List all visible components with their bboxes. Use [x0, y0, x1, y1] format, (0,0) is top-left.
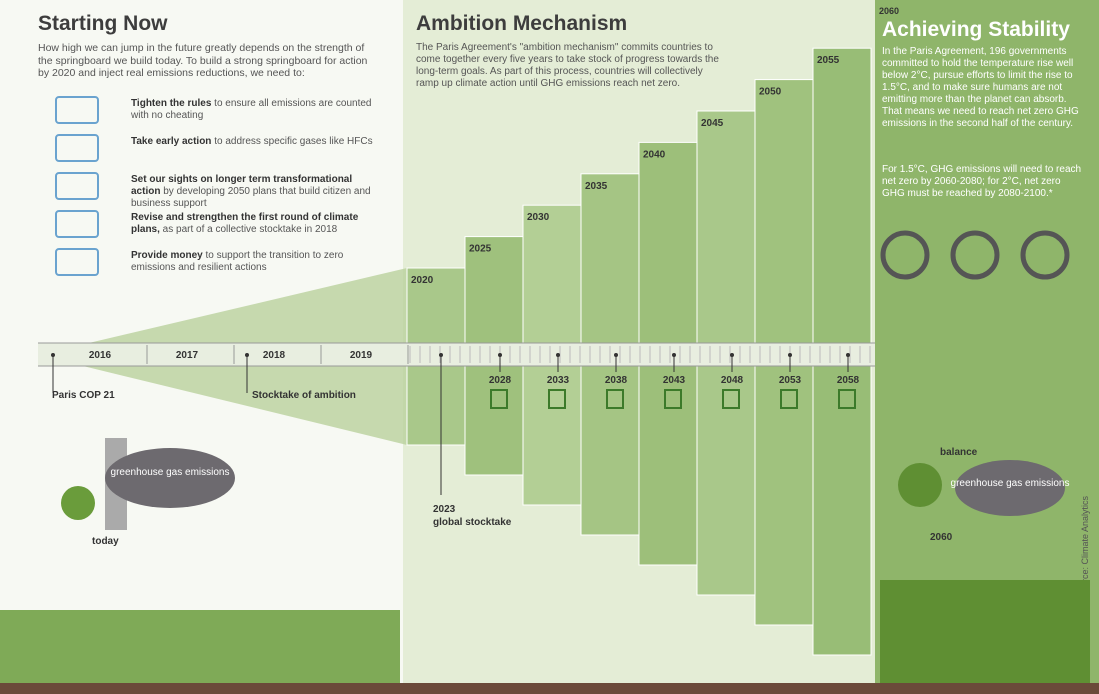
action-icon [55, 134, 99, 162]
action-item: Set our sights on longer term transforma… [131, 174, 376, 210]
action-item: Provide money to support the transition … [131, 250, 376, 274]
stocktake-year: 2053 [779, 375, 802, 386]
step-year: 2040 [643, 149, 666, 160]
top-year: 2060 [879, 6, 899, 16]
action-text: by developing 2050 plans that build citi… [131, 186, 371, 209]
source: *source: Climate Analytics [1080, 495, 1090, 600]
action-icon [55, 248, 99, 276]
year-label: 2016 [89, 350, 112, 361]
stocktake-year: 2048 [721, 375, 744, 386]
stocktake-year: 2038 [605, 375, 628, 386]
city-left [0, 610, 400, 683]
year-label: 2017 [176, 350, 199, 361]
intro: How high we can jump in the future great… [38, 42, 368, 79]
action-icon [55, 96, 99, 124]
timeline-band [38, 343, 875, 366]
cloud-label: greenhouse gas emissions [951, 478, 1070, 489]
action-text: to support the transition to zero emissi… [131, 250, 344, 273]
cloud [105, 448, 235, 508]
year-label: 2019 [350, 350, 373, 361]
stability-text: In the Paris Agreement, 196 governments … [882, 46, 1079, 129]
title: Achieving Stability [882, 18, 1070, 41]
action-icon [55, 172, 99, 200]
action-bold: Set our sights on longer term transforma… [131, 174, 353, 197]
icon [880, 230, 930, 280]
icon [1020, 230, 1070, 280]
action-item: Tighten the rules to ensure all emission… [131, 98, 376, 122]
stocktake-icon [490, 389, 508, 409]
step-year: 2050 [759, 87, 782, 98]
ground [0, 683, 1099, 694]
balance-label: balance [940, 447, 978, 458]
today-label: today [92, 536, 119, 547]
step-year: 2035 [585, 181, 608, 192]
action-item: Take early action to address specific ga… [131, 136, 376, 148]
right-panel [875, 0, 1099, 694]
title: Starting Now [38, 12, 168, 35]
year-label: 2018 [263, 350, 286, 361]
stocktake-icon [722, 389, 740, 409]
paris-label: Paris COP 21 [52, 390, 115, 401]
cloud [955, 460, 1065, 516]
icon [950, 230, 1000, 280]
action-text: as part of a collective stocktake in 201… [159, 224, 338, 235]
action-bold: Revise and strengthen the first round of… [131, 212, 359, 235]
stocktake-year: 2043 [663, 375, 686, 386]
ambition-text: The Paris Agreement's "ambition mechanis… [416, 42, 719, 89]
global-label: global stocktake [433, 517, 512, 528]
cloud-year: 2060 [930, 532, 953, 543]
title: Ambition Mechanism [416, 12, 628, 35]
step-year: 2030 [527, 212, 550, 223]
action-item: Revise and strengthen the first round of… [131, 212, 376, 236]
action-icon [55, 210, 99, 238]
action-bold: Take early action [131, 136, 212, 147]
stocktake-icon [606, 389, 624, 409]
step-year: 2025 [469, 244, 492, 255]
stocktake-year: 2028 [489, 375, 512, 386]
action-bold: Tighten the rules [131, 98, 212, 109]
action-bold: Provide money [131, 250, 203, 261]
step-year: 2045 [701, 118, 724, 129]
stocktake-year: 2033 [547, 375, 570, 386]
step-year: 2055 [817, 55, 840, 66]
stocktake-icon [664, 389, 682, 409]
step-year: 2020 [411, 275, 434, 286]
city-right [880, 580, 1090, 683]
stocktake-icon [838, 389, 856, 409]
stocktake-icon [548, 389, 566, 409]
cloud-label: greenhouse gas emissions [111, 467, 230, 478]
stocktake-icon [780, 389, 798, 409]
tree [898, 463, 942, 507]
global-year: 2023 [433, 504, 456, 515]
action-text: to ensure all emissions are counted with… [131, 98, 372, 121]
stocktake-year: 2058 [837, 375, 860, 386]
tree [61, 486, 95, 520]
stability-text: For 1.5°C, GHG emissions will need to re… [882, 164, 1082, 199]
action-text: to address specific gases like HFCs [211, 136, 373, 147]
stocktake-label: Stocktake of ambition [252, 390, 356, 401]
